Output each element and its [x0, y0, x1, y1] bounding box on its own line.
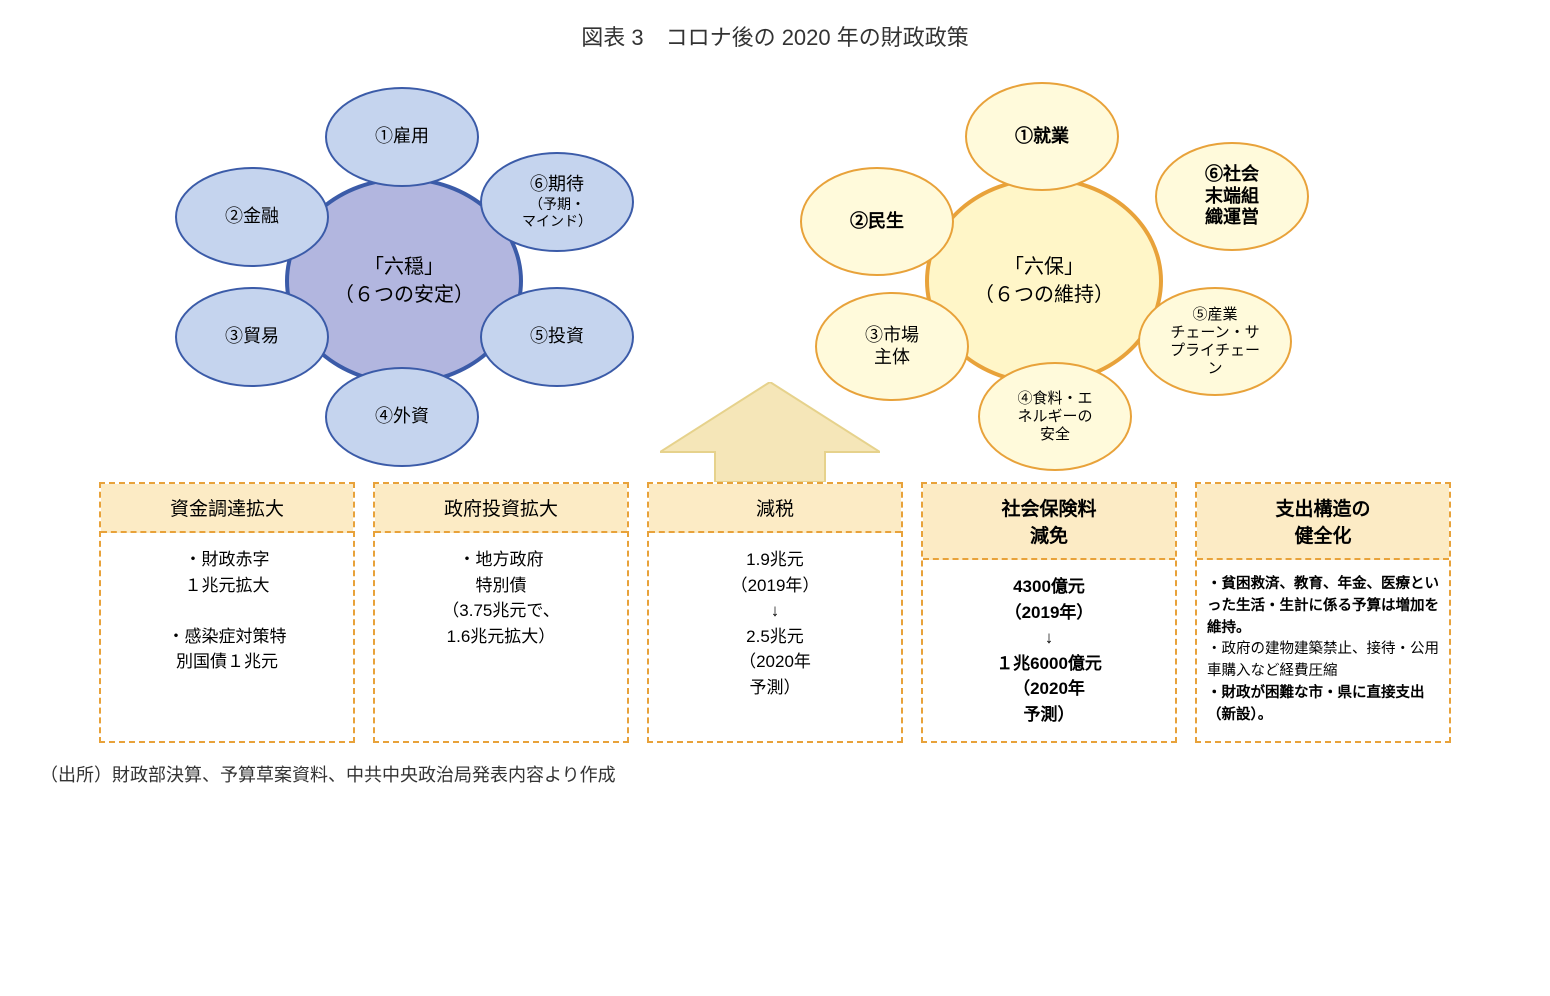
box-header: 社会保険料 減免: [923, 484, 1175, 560]
arrow-up-icon: [660, 382, 880, 482]
petal-label: ③貿易: [225, 326, 279, 348]
petal-1: ①雇用: [325, 87, 479, 187]
petal-5: ⑤投資: [480, 287, 634, 387]
petal-label: ①雇用: [375, 126, 429, 148]
center-line1: 「六保」: [1004, 253, 1084, 281]
policy-box-2: 政府投資拡大・地方政府 特別債 （3.75兆元で、 1.6兆元拡大）: [373, 482, 629, 743]
petal-label: ①就業: [1015, 126, 1069, 148]
policy-box-5: 支出構造の 健全化・貧困救済、教育、年金、医療といった生活・生計に係る予算は増加…: [1195, 482, 1451, 743]
petal-2: ②民生: [800, 167, 954, 276]
petal-1: ①就業: [965, 82, 1119, 191]
center-line2: （６つの安定）: [334, 281, 474, 309]
petal-label: ⑥期待: [530, 174, 584, 196]
petal-5: ⑤産業 チェーン・サ プライチェー ン: [1138, 287, 1292, 396]
source-note: （出所）財政部決算、予算草案資料、中共中央政治局発表内容より作成: [40, 761, 1510, 787]
box-body: ・財政赤字 １兆元拡大 ・感染症対策特 別国債１兆元: [101, 533, 353, 741]
petal-6: ⑥期待（予期・ マインド）: [480, 152, 634, 252]
petal-label: ④食料・エ ネルギーの 安全: [1017, 390, 1092, 444]
policy-boxes-row: 資金調達拡大・財政赤字 １兆元拡大 ・感染症対策特 別国債１兆元政府投資拡大・地…: [40, 482, 1510, 743]
box-header: 資金調達拡大: [101, 484, 353, 533]
box-header: 支出構造の 健全化: [1197, 484, 1449, 560]
policy-box-1: 資金調達拡大・財政赤字 １兆元拡大 ・感染症対策特 別国債１兆元: [99, 482, 355, 743]
box-body: ・地方政府 特別債 （3.75兆元で、 1.6兆元拡大）: [375, 533, 627, 741]
diagram-area: 「六穏」（６つの安定）①雇用②金融③貿易④外資⑤投資⑥期待（予期・ マインド） …: [40, 72, 1510, 472]
petal-6: ⑥社会 末端組 織運営: [1155, 142, 1309, 251]
petal-label: ③市場 主体: [865, 325, 919, 368]
petal-3: ③貿易: [175, 287, 329, 387]
box-header: 減税: [649, 484, 901, 533]
petal-4: ④食料・エ ネルギーの 安全: [978, 362, 1132, 471]
petal-4: ④外資: [325, 367, 479, 467]
policy-box-4: 社会保険料 減免4300億元 （2019年） ↓ １兆6000億元 （2020年…: [921, 482, 1177, 743]
box-header: 政府投資拡大: [375, 484, 627, 533]
cluster-six-wen: 「六穏」（６つの安定） ①雇用 ②金融 ③貿易 ④外資 ⑤投資 ⑥期待（予期・ マインド）: [120, 72, 680, 442]
petal-2: ②金融: [175, 167, 329, 267]
box-body: ・貧困救済、教育、年金、医療といった生活・生計に係る予算は増加を維持。・政府の建…: [1197, 560, 1449, 741]
center-line2: （６つの維持）: [974, 281, 1114, 309]
box-body: 1.9兆元 （2019年） ↓ 2.5兆元 （2020年 予測）: [649, 533, 901, 741]
petal-label: ②民生: [850, 211, 904, 233]
diagram-title: 図表 3 コロナ後の 2020 年の財政政策: [40, 20, 1510, 52]
petal-label: ④外資: [375, 406, 429, 428]
petal-label: ②金融: [225, 206, 279, 228]
center-line1: 「六穏」: [364, 253, 444, 281]
policy-box-3: 減税1.9兆元 （2019年） ↓ 2.5兆元 （2020年 予測）: [647, 482, 903, 743]
petal-sublabel: （予期・ マインド）: [522, 196, 592, 230]
box-body: 4300億元 （2019年） ↓ １兆6000億元 （2020年 予測）: [923, 560, 1175, 741]
petal-label: ⑥社会 末端組 織運営: [1205, 164, 1259, 229]
petal-label: ⑤投資: [530, 326, 584, 348]
petal-label: ⑤産業 チェーン・サ プライチェー ン: [1170, 306, 1260, 378]
